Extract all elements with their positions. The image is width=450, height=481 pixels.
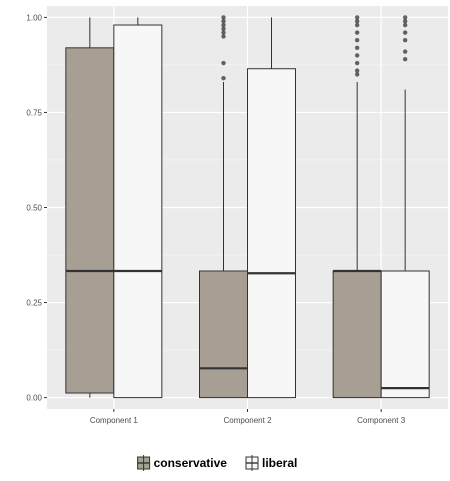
box-conservative (199, 270, 248, 399)
y-axis: 0.00 0.25 0.50 0.75 1.00 (26, 13, 47, 403)
boxes (65, 15, 430, 399)
outlier-point (354, 72, 360, 77)
outlier-point (221, 34, 226, 39)
x-tick-label: Component 2 (223, 416, 272, 425)
box-liberal (247, 68, 296, 399)
x-tick-label: Component 3 (357, 416, 406, 425)
outlier-point (354, 38, 360, 43)
outlier-point (221, 60, 226, 66)
box-conservative (332, 270, 382, 399)
legend-label-conservative: conservative (154, 456, 228, 470)
outlier-point (354, 53, 360, 58)
box-liberal (380, 270, 430, 399)
outlier-point (354, 68, 360, 73)
outlier-point (402, 57, 408, 62)
outlier-point (354, 19, 360, 24)
y-tick-label: 0.00 (26, 394, 42, 403)
outlier-point (402, 38, 408, 43)
box-conservative (65, 47, 115, 394)
outlier-point (402, 22, 408, 28)
outlier-point (221, 22, 226, 28)
outlier-point (354, 30, 360, 35)
outlier-point (402, 19, 408, 24)
legend: conservative liberal (137, 455, 297, 471)
outlier-point (221, 15, 226, 20)
outlier-point (402, 30, 408, 35)
x-axis: Component 1 Component 2 Component 3 (90, 409, 406, 425)
y-tick-label: 0.50 (26, 204, 42, 213)
outlier-point (354, 15, 360, 20)
outlier-point (354, 45, 360, 51)
outlier-point (354, 22, 360, 28)
outlier-point (354, 60, 360, 66)
y-tick-label: 0.75 (26, 108, 42, 117)
y-tick-label: 1.00 (26, 13, 42, 22)
outlier-point (221, 26, 226, 32)
outlier-point (221, 76, 226, 81)
legend-label-liberal: liberal (262, 456, 297, 470)
outlier-point (402, 49, 408, 54)
outlier-point (221, 19, 226, 24)
box-liberal (113, 24, 163, 399)
outlier-point (221, 30, 226, 35)
x-tick-label: Component 1 (90, 416, 139, 425)
y-tick-label: 0.25 (26, 299, 42, 308)
outlier-point (402, 15, 408, 20)
